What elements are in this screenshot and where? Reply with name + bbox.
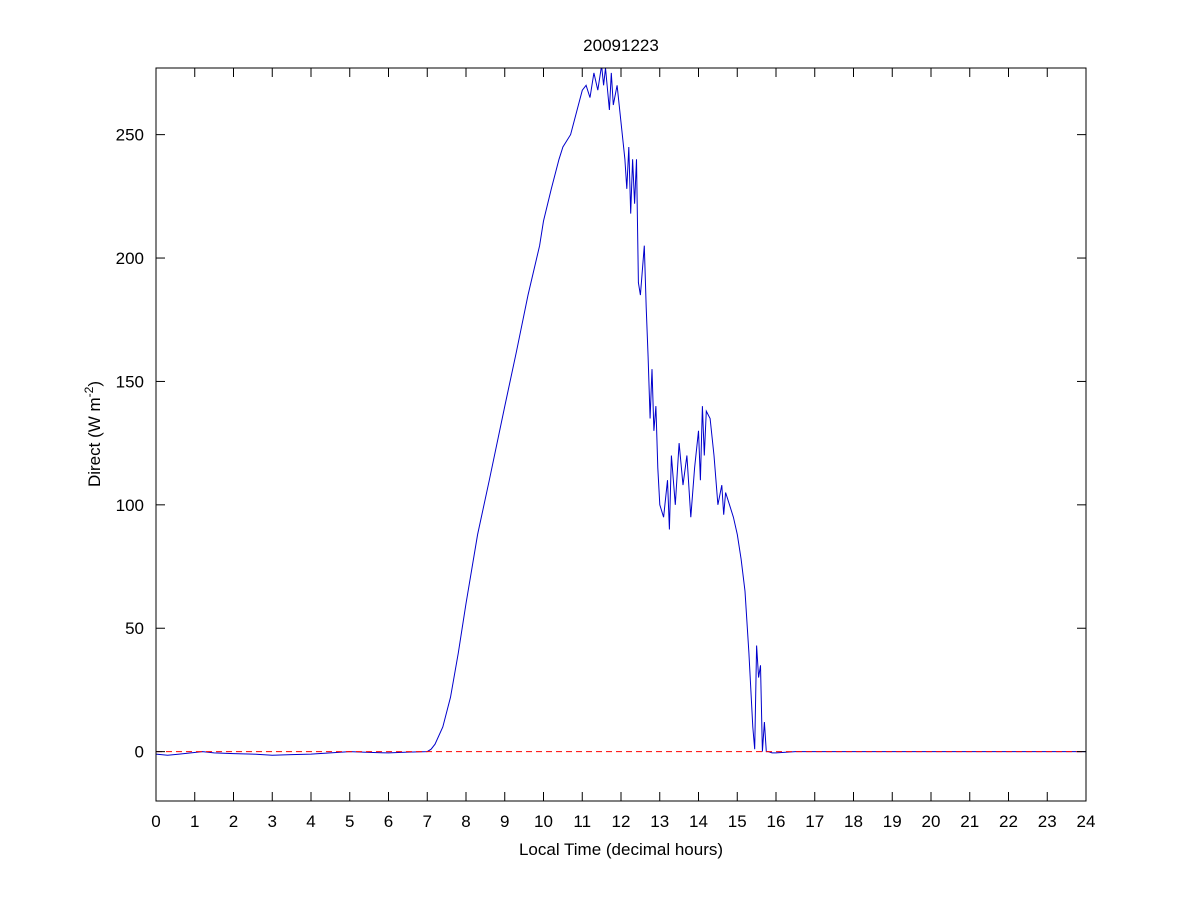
x-tick-label: 15 [728, 812, 747, 831]
y-tick-label: 250 [116, 126, 144, 145]
x-axis-label: Local Time (decimal hours) [519, 840, 723, 859]
x-tick-label: 12 [612, 812, 631, 831]
x-tick-label: 19 [883, 812, 902, 831]
y-axis-label-main: Direct (W m [85, 397, 104, 487]
x-tick-label: 8 [461, 812, 470, 831]
x-tick-label: 7 [423, 812, 432, 831]
y-tick-label: 150 [116, 372, 144, 391]
x-tick-label: 5 [345, 812, 354, 831]
series-line-direct [156, 68, 1086, 756]
chart-title: 20091223 [583, 36, 659, 55]
x-tick-label: 6 [384, 812, 393, 831]
y-tick-label: 0 [135, 743, 144, 762]
x-tick-label: 21 [960, 812, 979, 831]
x-tick-label: 18 [844, 812, 863, 831]
plot-area [156, 68, 1086, 756]
y-tick-label: 50 [125, 619, 144, 638]
axis-ticks: 0 1 2 3 4 5 6 7 8 9 10 11 12 13 14 15 16 17 18 19 20 21 22 23 24… [116, 68, 1096, 831]
x-tick-label: 13 [650, 812, 669, 831]
y-axis-label-close: ) [85, 381, 104, 387]
x-tick-label: 1 [190, 812, 199, 831]
y-axis-label-sup: -2 [82, 386, 96, 397]
x-tick-label: 3 [268, 812, 277, 831]
y-axis-label: Direct (W m-2) [82, 381, 104, 487]
x-tick-label: 9 [500, 812, 509, 831]
x-tick-label: 2 [229, 812, 238, 831]
x-tick-label: 10 [534, 812, 553, 831]
x-tick-label: 16 [767, 812, 786, 831]
x-tick-label: 20 [922, 812, 941, 831]
y-tick-label: 200 [116, 249, 144, 268]
x-tick-label: 11 [573, 812, 591, 831]
x-tick-label: 4 [306, 812, 315, 831]
x-tick-label: 22 [999, 812, 1018, 831]
x-tick-label: 0 [151, 812, 160, 831]
y-tick-label: 100 [116, 496, 144, 515]
x-tick-label: 24 [1077, 812, 1096, 831]
axes-box [155, 67, 1087, 802]
x-tick-label: 17 [805, 812, 824, 831]
x-tick-label: 14 [689, 812, 708, 831]
x-tick-label: 23 [1038, 812, 1057, 831]
